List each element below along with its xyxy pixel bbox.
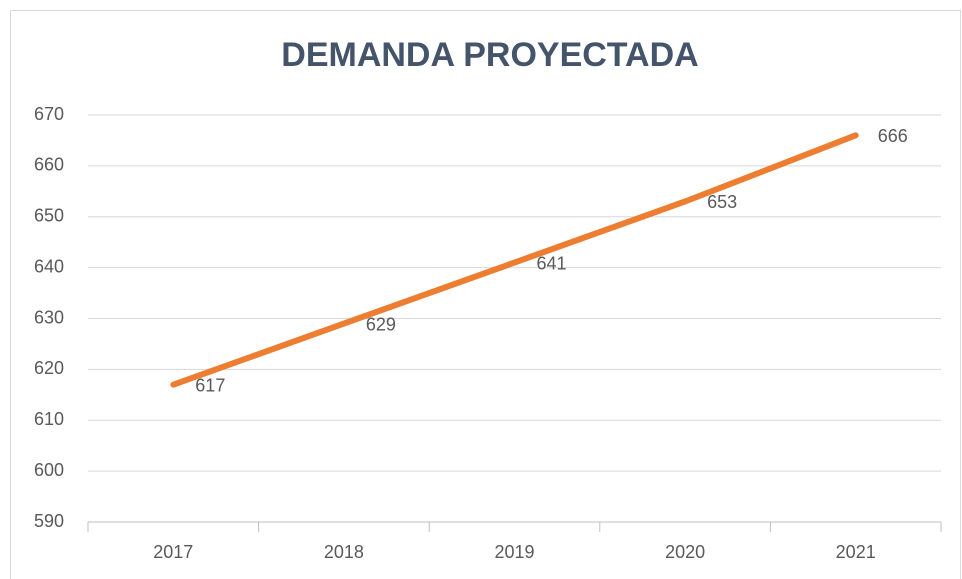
y-tick-label: 660 — [34, 155, 64, 175]
y-tick-label: 630 — [34, 307, 64, 327]
data-label: 666 — [878, 126, 908, 146]
line — [170, 132, 859, 388]
y-tick-label: 620 — [34, 358, 64, 378]
data-label: 617 — [195, 375, 225, 395]
chart-border — [10, 10, 961, 579]
x-tick-label: 2021 — [836, 542, 876, 562]
chart-title: DEMANDA PROYECTADA — [281, 36, 698, 74]
data-label: 629 — [366, 314, 396, 334]
y-tick-label: 650 — [34, 206, 64, 226]
y-tick-label: 600 — [34, 460, 64, 480]
x-tick-label: 2019 — [494, 542, 534, 562]
x-tick-label: 2020 — [665, 542, 705, 562]
x-tick-label: 2017 — [153, 542, 193, 562]
x-tick-label: 2018 — [324, 542, 364, 562]
y-tick-label: 670 — [34, 104, 64, 124]
data-label: 653 — [707, 192, 737, 212]
y-tick-label: 610 — [34, 409, 64, 429]
y-tick-label: 640 — [34, 256, 64, 276]
data-label: 641 — [537, 253, 567, 273]
y-tick-label: 590 — [34, 511, 64, 531]
